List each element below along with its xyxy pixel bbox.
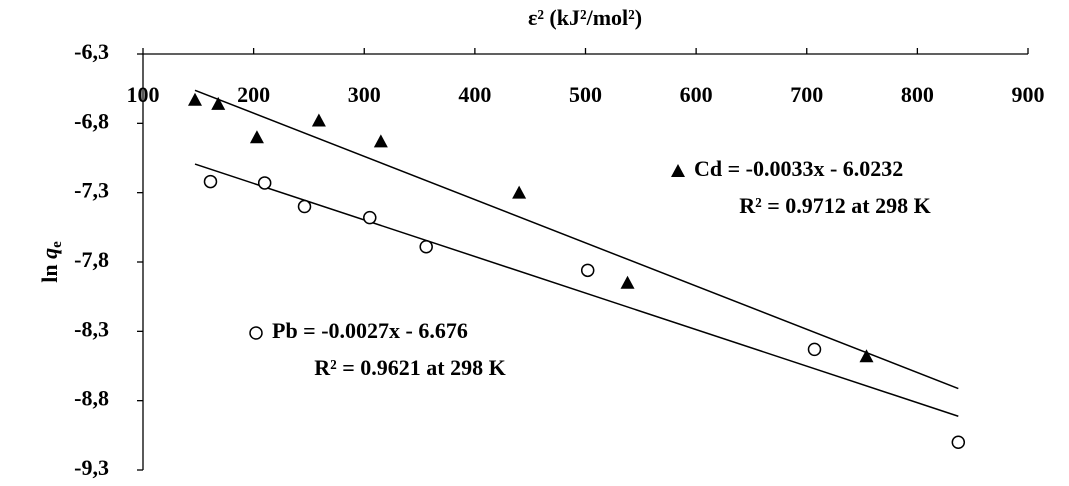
legend-note: R² = 0.9621 at 298 K bbox=[314, 355, 505, 380]
triangle-marker bbox=[859, 349, 874, 363]
x-tick-label: 200 bbox=[237, 82, 270, 107]
x-tick-label: 500 bbox=[569, 82, 602, 107]
y-tick-label: -6,3 bbox=[74, 39, 109, 64]
circle-marker bbox=[257, 176, 272, 190]
triangle-marker bbox=[373, 134, 388, 148]
y-tick-label: -9,3 bbox=[74, 455, 109, 480]
y-tick-label: -7,3 bbox=[74, 178, 109, 203]
trendline bbox=[194, 163, 959, 417]
legend-marker bbox=[249, 326, 263, 340]
circle-marker bbox=[419, 239, 433, 254]
triangle-marker bbox=[620, 275, 635, 289]
x-tick-label: 100 bbox=[127, 82, 160, 107]
x-tick-label: 800 bbox=[901, 82, 934, 107]
circle-marker bbox=[297, 199, 312, 214]
circle-marker bbox=[951, 435, 966, 450]
circle-marker bbox=[203, 174, 218, 189]
x-tick-label: 900 bbox=[1012, 82, 1045, 107]
triangle-marker bbox=[249, 130, 264, 144]
y-title-q: q bbox=[37, 248, 62, 259]
triangle-marker bbox=[211, 96, 226, 110]
x-tick-label: 700 bbox=[790, 82, 823, 107]
x-axis-title: ε² (kJ²/mol²) bbox=[528, 5, 642, 30]
x-tick-label: 300 bbox=[348, 82, 381, 107]
triangle-marker bbox=[311, 113, 326, 127]
triangle-marker bbox=[187, 92, 202, 106]
y-tick-label: -7,8 bbox=[74, 247, 109, 272]
legend-label: Pb = -0.0027x - 6.676 bbox=[272, 318, 468, 343]
y-tick-label: -8,8 bbox=[74, 386, 109, 411]
y-title-sub: e bbox=[49, 241, 65, 248]
legend-label: Cd = -0.0033x - 6.0232 bbox=[694, 156, 903, 181]
y-title-ln: ln bbox=[37, 264, 62, 282]
y-axis-title: ln qe bbox=[37, 241, 65, 283]
y-tick-label: -6,8 bbox=[74, 108, 109, 133]
circle-marker bbox=[580, 263, 595, 278]
trendline bbox=[194, 89, 959, 390]
x-tick-label: 400 bbox=[458, 82, 491, 107]
triangle-marker bbox=[512, 185, 527, 199]
y-tick-label: -8,3 bbox=[74, 316, 109, 341]
circle-marker bbox=[363, 210, 377, 225]
legend-marker bbox=[671, 164, 685, 177]
circle-marker bbox=[807, 342, 822, 357]
legend-note: R² = 0.9712 at 298 K bbox=[739, 193, 930, 218]
x-tick-label: 600 bbox=[680, 82, 713, 107]
